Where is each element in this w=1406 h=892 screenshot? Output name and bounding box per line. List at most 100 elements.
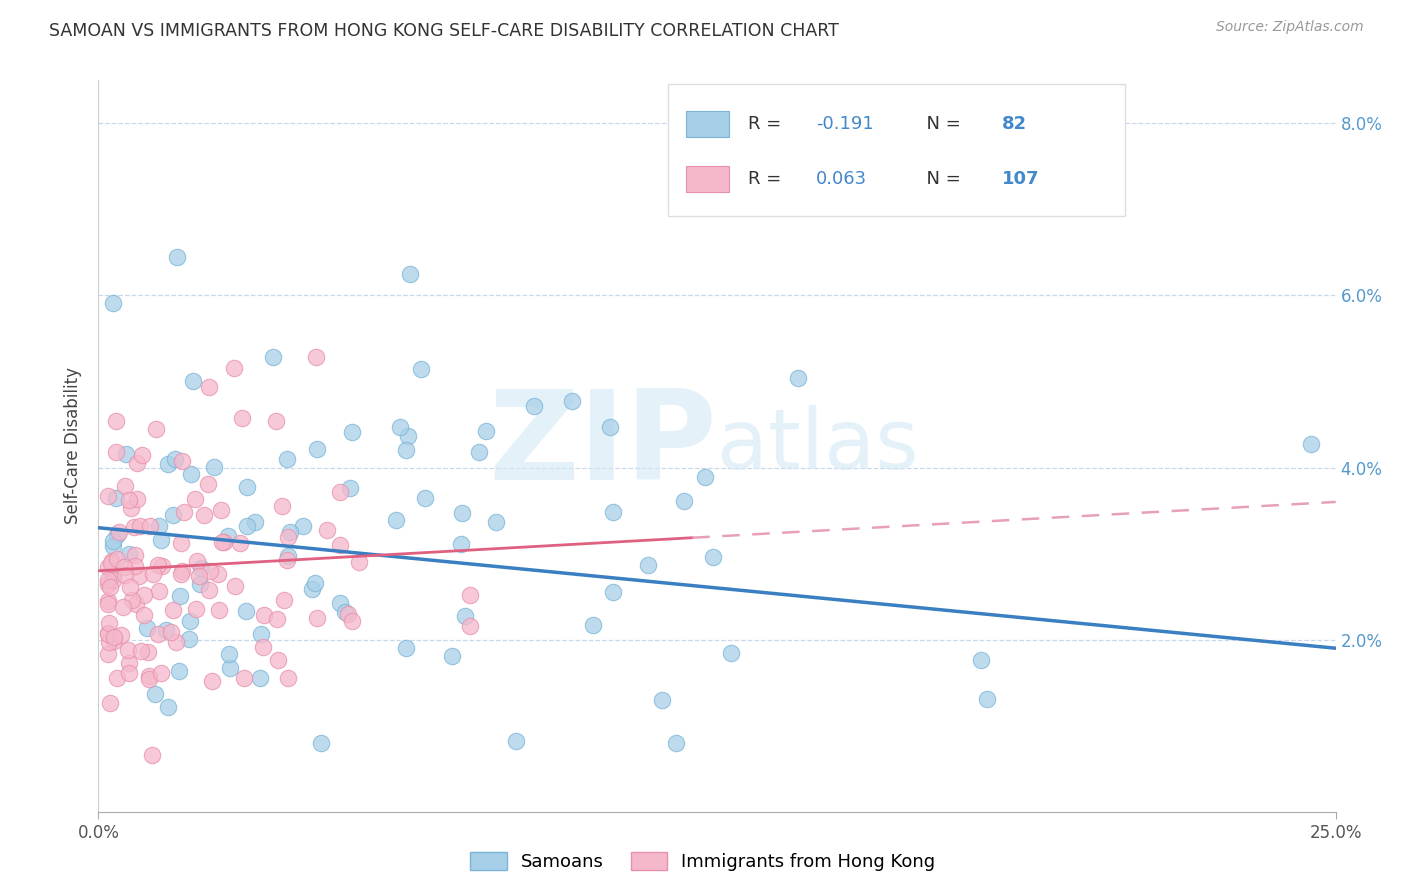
Point: [474, 424, 496, 438]
Point: [157, 699, 180, 714]
Point: [141, 747, 163, 762]
Point: [665, 736, 688, 750]
Point: [173, 505, 195, 519]
Point: [183, 491, 205, 506]
Point: [124, 558, 146, 573]
Point: [114, 446, 136, 460]
Point: [150, 559, 173, 574]
Point: [97, 574, 120, 588]
Point: [249, 627, 271, 641]
Point: [184, 602, 207, 616]
Point: [342, 425, 364, 439]
Point: [97, 594, 120, 608]
Point: [97, 576, 120, 591]
Point: [602, 585, 624, 599]
Point: [277, 549, 299, 563]
Point: [97, 626, 120, 640]
Point: [291, 519, 314, 533]
Point: [103, 634, 125, 648]
Point: [976, 691, 998, 706]
Point: [231, 411, 253, 425]
Point: [198, 380, 221, 394]
Point: [349, 555, 371, 569]
Point: [236, 519, 259, 533]
Point: [180, 467, 202, 481]
Point: [134, 608, 156, 623]
Point: [602, 505, 624, 519]
Point: [131, 448, 153, 462]
Point: [101, 554, 124, 568]
Point: [235, 480, 257, 494]
Point: [97, 560, 120, 574]
Point: [222, 361, 245, 376]
Point: [702, 549, 724, 564]
Point: [202, 460, 225, 475]
Point: [208, 603, 231, 617]
Point: [307, 442, 329, 456]
Point: [104, 414, 127, 428]
Legend: Samoans, Immigrants from Hong Kong: Samoans, Immigrants from Hong Kong: [463, 845, 943, 879]
Point: [162, 508, 184, 522]
Point: [276, 553, 298, 567]
Point: [114, 568, 136, 582]
Point: [301, 582, 323, 597]
Point: [114, 479, 136, 493]
Point: [337, 607, 360, 622]
Text: atlas: atlas: [717, 406, 918, 486]
Point: [98, 616, 121, 631]
Point: [229, 536, 252, 550]
Point: [97, 635, 120, 649]
Point: [395, 640, 418, 655]
Point: [111, 599, 134, 614]
Point: [165, 451, 187, 466]
Point: [107, 524, 129, 539]
Point: [162, 603, 184, 617]
Point: [150, 666, 173, 681]
Point: [305, 350, 328, 364]
Point: [118, 493, 141, 508]
Point: [211, 535, 233, 549]
Point: [277, 530, 299, 544]
Point: [169, 590, 191, 604]
Point: [458, 618, 481, 632]
Point: [138, 669, 160, 683]
Point: [267, 653, 290, 667]
Point: [197, 477, 219, 491]
Point: [304, 575, 326, 590]
Point: [262, 350, 284, 364]
Point: [207, 567, 229, 582]
Y-axis label: Self-Care Disability: Self-Care Disability: [65, 368, 83, 524]
Point: [197, 583, 219, 598]
Point: [156, 457, 179, 471]
Point: [217, 529, 239, 543]
Point: [1299, 437, 1322, 451]
Point: [129, 519, 152, 533]
Point: [136, 645, 159, 659]
Point: [105, 671, 128, 685]
Point: [672, 493, 695, 508]
Point: [198, 564, 221, 578]
Point: [166, 250, 188, 264]
Text: 0.063: 0.063: [815, 170, 868, 188]
Point: [97, 627, 120, 641]
Point: [266, 414, 288, 428]
Point: [100, 557, 122, 571]
Point: [315, 523, 337, 537]
Point: [124, 549, 146, 563]
Point: [122, 520, 145, 534]
Point: [139, 519, 162, 533]
Point: [970, 653, 993, 667]
Point: [188, 577, 211, 591]
Point: [235, 604, 257, 618]
Text: N =: N =: [915, 115, 966, 133]
Point: [125, 456, 148, 470]
Point: [276, 452, 298, 467]
Point: [112, 559, 135, 574]
Point: [105, 552, 128, 566]
FancyBboxPatch shape: [686, 112, 730, 137]
Point: [149, 533, 172, 547]
Point: [273, 593, 295, 607]
Point: [249, 671, 271, 685]
Point: [329, 538, 352, 552]
Point: [305, 611, 328, 625]
